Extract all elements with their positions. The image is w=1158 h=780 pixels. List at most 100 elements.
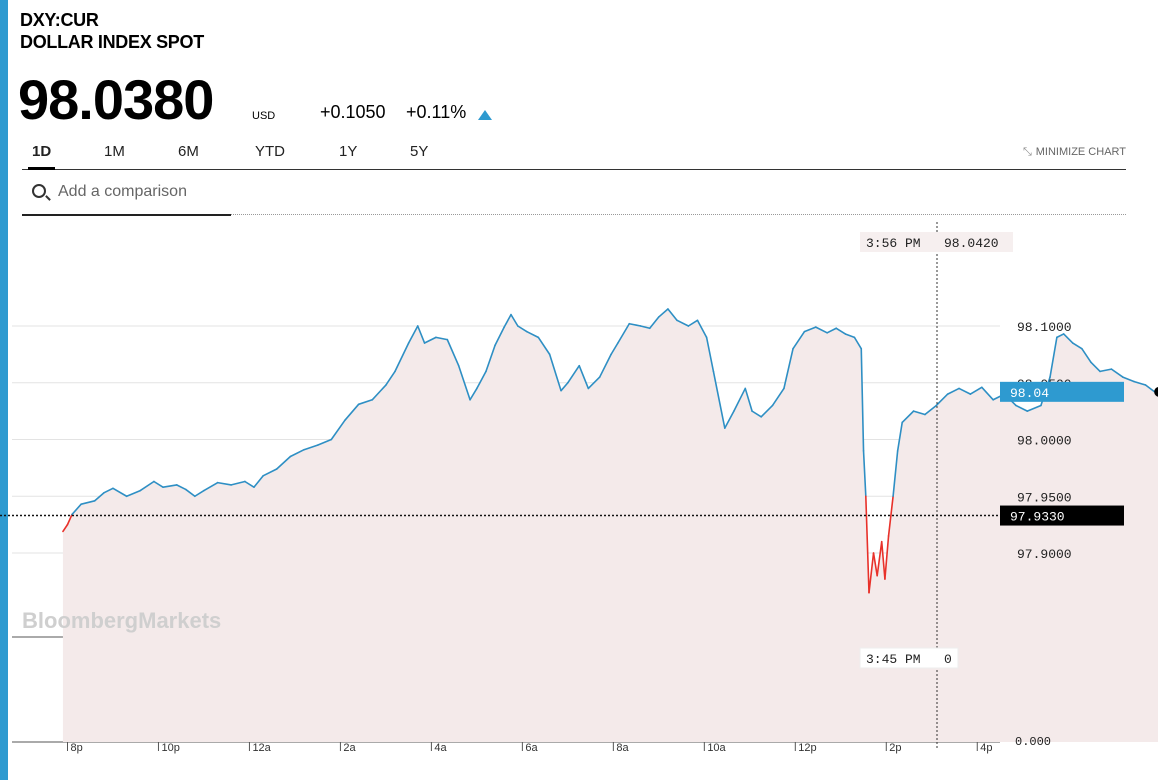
tab-ytd[interactable]: YTD bbox=[255, 143, 285, 160]
price-segment bbox=[868, 552, 875, 594]
price-segment bbox=[175, 484, 187, 491]
price-segment bbox=[887, 495, 894, 537]
price-segment bbox=[407, 325, 419, 344]
price-segment bbox=[884, 535, 890, 580]
price-segment bbox=[103, 487, 114, 494]
price-segment bbox=[1122, 376, 1135, 383]
price-segment bbox=[1133, 380, 1147, 386]
price-segment bbox=[357, 398, 374, 406]
tab-1m[interactable]: 1M bbox=[104, 143, 125, 160]
compress-arrows-icon: ⤡ bbox=[1022, 146, 1032, 158]
chart-overlays: 97.9330 98.04 3:56 PM 98.0420 3:45 PM 0 bbox=[0, 222, 1158, 748]
price-segment bbox=[826, 327, 838, 334]
instrument-name: DOLLAR INDEX SPOT bbox=[20, 32, 204, 52]
price-segment bbox=[469, 387, 478, 401]
price-segment bbox=[705, 336, 715, 373]
tab-5y[interactable]: 5Y bbox=[410, 143, 429, 160]
price-segment bbox=[66, 513, 73, 526]
price-segment bbox=[958, 387, 972, 395]
price-segment bbox=[658, 308, 669, 318]
price-segment bbox=[262, 468, 278, 477]
price-segment bbox=[1015, 404, 1029, 412]
x-tick-label: 10p bbox=[161, 742, 179, 754]
comparison-search[interactable]: Add a comparison bbox=[22, 176, 231, 216]
x-tick-label: 8p bbox=[70, 742, 82, 754]
tab-1y[interactable]: 1Y bbox=[339, 143, 358, 160]
price-segment bbox=[344, 403, 360, 422]
price-segment bbox=[476, 370, 487, 390]
price-segment bbox=[578, 364, 590, 390]
price-segment bbox=[969, 386, 983, 395]
price-segment bbox=[865, 495, 870, 594]
price-segment bbox=[244, 480, 255, 488]
percent-change: +0.11% bbox=[406, 102, 467, 122]
price-segment bbox=[194, 489, 205, 498]
price-segment bbox=[435, 336, 449, 341]
y-tick-label: 97.9500 bbox=[1017, 490, 1072, 505]
price-segment bbox=[423, 336, 437, 344]
price-segment bbox=[184, 488, 196, 498]
price-segment bbox=[744, 387, 753, 412]
price-segment bbox=[416, 325, 426, 344]
range-tabs: 1D 1M 6M YTD 1Y 5Y ⤡ MINIMIZE CHART bbox=[22, 143, 1126, 170]
price-segment bbox=[676, 319, 690, 327]
price-segment bbox=[771, 387, 785, 407]
price-segment bbox=[896, 421, 904, 452]
price-segment bbox=[924, 404, 938, 416]
tab-1d[interactable]: 1D bbox=[27, 143, 56, 170]
price-segment bbox=[880, 540, 886, 580]
price-segment bbox=[628, 322, 642, 327]
search-icon bbox=[32, 184, 46, 198]
accent-bar bbox=[0, 0, 8, 780]
last-value-label: 98.04 bbox=[1010, 386, 1049, 401]
price-segment bbox=[510, 313, 519, 327]
price-segment bbox=[892, 450, 899, 498]
price-segment bbox=[853, 336, 863, 350]
price-segment bbox=[862, 450, 867, 498]
price-segment bbox=[394, 342, 410, 373]
price-segment bbox=[639, 325, 651, 330]
search-input-placeholder[interactable]: Add a comparison bbox=[58, 183, 187, 200]
price-segment bbox=[485, 344, 496, 373]
triangle-up-icon bbox=[478, 110, 492, 120]
price-segment bbox=[303, 444, 319, 451]
price-segment bbox=[667, 308, 678, 322]
price-segment bbox=[687, 319, 699, 327]
price-segment bbox=[1026, 404, 1042, 412]
price-segment bbox=[275, 455, 292, 470]
price-segment bbox=[1049, 336, 1058, 378]
price-segment bbox=[1062, 333, 1074, 344]
price-segment bbox=[835, 327, 847, 335]
price-segment bbox=[385, 370, 396, 386]
minimize-chart-button[interactable]: ⤡ MINIMIZE CHART bbox=[1023, 146, 1126, 159]
tab-6m[interactable]: 6M bbox=[178, 143, 199, 160]
x-tick-label: 12a bbox=[252, 742, 271, 754]
price-area-fill bbox=[62, 308, 1158, 742]
y-tick-label: 98.1000 bbox=[1017, 320, 1072, 335]
price-segment bbox=[751, 410, 762, 418]
price-segment bbox=[719, 404, 726, 429]
price-segment bbox=[503, 313, 512, 328]
price-segment bbox=[330, 419, 346, 441]
price-segment bbox=[112, 487, 128, 498]
price-segment bbox=[901, 410, 915, 424]
divider bbox=[231, 214, 1126, 215]
x-tick-label: 2a bbox=[343, 742, 356, 754]
price-segment bbox=[912, 410, 926, 416]
price-segment bbox=[289, 448, 305, 458]
price-segment bbox=[80, 499, 96, 505]
price-segment bbox=[844, 333, 856, 339]
x-tick-label: 4a bbox=[434, 742, 447, 754]
price-segment bbox=[935, 393, 949, 407]
price-segment bbox=[203, 481, 219, 492]
x-tick-label: 10a bbox=[707, 742, 726, 754]
price-segment bbox=[723, 410, 735, 429]
price-segment bbox=[696, 319, 708, 339]
price-segment bbox=[517, 325, 528, 333]
price-segment bbox=[162, 484, 178, 488]
price-segment bbox=[139, 480, 155, 492]
watermark: BloombergMarkets bbox=[22, 608, 221, 633]
price-segment bbox=[783, 347, 794, 390]
